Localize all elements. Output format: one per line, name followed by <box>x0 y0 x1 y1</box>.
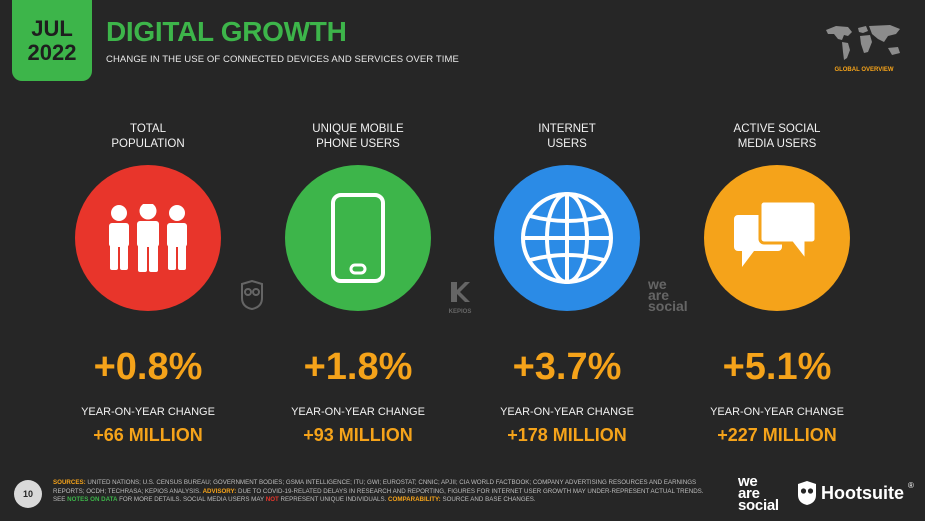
owl-logo-icon <box>798 481 816 505</box>
metric-total-population: TOTAL POPULATION +0.8% YEAR-ON-YEAR CHAN… <box>48 122 248 446</box>
metric-label: INTERNET USERS <box>538 123 596 150</box>
kepios-logo-icon <box>451 282 470 302</box>
badge-month: JUL <box>31 15 73 41</box>
owl-watermark-icon <box>241 280 263 310</box>
metric-change-label: YEAR-ON-YEAR CHANGE <box>500 406 634 418</box>
kepios-watermark: KEPIOS <box>448 280 472 315</box>
metric-label: TOTAL POPULATION <box>111 123 185 150</box>
globe-icon <box>521 192 613 284</box>
metric-percent-change: +0.8% <box>93 346 203 388</box>
hootsuite-logo: Hootsuite ® <box>797 481 914 505</box>
date-badge: JUL 2022 <box>12 0 92 81</box>
page-subtitle: CHANGE IN THE USE OF CONNECTED DEVICES A… <box>106 54 459 65</box>
people-icon <box>109 204 187 272</box>
metric-internet-users: INTERNET USERS +3.7% YEAR-ON-YEAR CHANGE… <box>467 122 667 446</box>
metric-absolute-change: +178 MILLION <box>507 425 627 445</box>
notes-on-data-link[interactable]: NOTES ON DATA <box>67 496 118 504</box>
wearesocial-watermark: we are social <box>648 276 688 314</box>
metric-percent-change: +1.8% <box>303 346 413 388</box>
page-title: DIGITAL GROWTH <box>106 16 347 47</box>
metric-circle <box>494 165 640 311</box>
metric-absolute-change: +93 MILLION <box>303 425 413 445</box>
section-tag: GLOBAL OVERVIEW <box>834 67 894 73</box>
metric-percent-change: +5.1% <box>722 346 832 388</box>
metric-change-label: YEAR-ON-YEAR CHANGE <box>291 406 425 418</box>
metric-social-media-users: ACTIVE SOCIAL MEDIA USERS +5.1% YEAR-ON-… <box>677 122 877 446</box>
badge-year: 2022 <box>27 39 77 65</box>
metric-circle <box>285 165 431 311</box>
wearesocial-logo: we are social <box>738 473 779 514</box>
metric-absolute-change: +66 MILLION <box>93 425 203 445</box>
metric-change-label: YEAR-ON-YEAR CHANGE <box>710 406 844 418</box>
metric-percent-change: +3.7% <box>512 346 622 388</box>
metric-circle <box>704 165 850 311</box>
world-map-icon <box>826 25 900 60</box>
metric-circle <box>75 165 221 311</box>
metric-change-label: YEAR-ON-YEAR CHANGE <box>81 406 215 418</box>
chat-bubbles-icon <box>734 199 818 267</box>
page-number: 10 <box>14 480 42 508</box>
metric-label: UNIQUE MOBILE PHONE USERS <box>312 123 404 150</box>
sources-note: SOURCES: UNITED NATIONS; U.S. CENSUS BUR… <box>53 479 704 504</box>
mobile-phone-icon <box>331 193 385 283</box>
metric-mobile-users: UNIQUE MOBILE PHONE USERS +1.8% YEAR-ON-… <box>258 122 458 446</box>
metric-label: ACTIVE SOCIAL MEDIA USERS <box>733 123 821 150</box>
metric-absolute-change: +227 MILLION <box>717 425 837 445</box>
